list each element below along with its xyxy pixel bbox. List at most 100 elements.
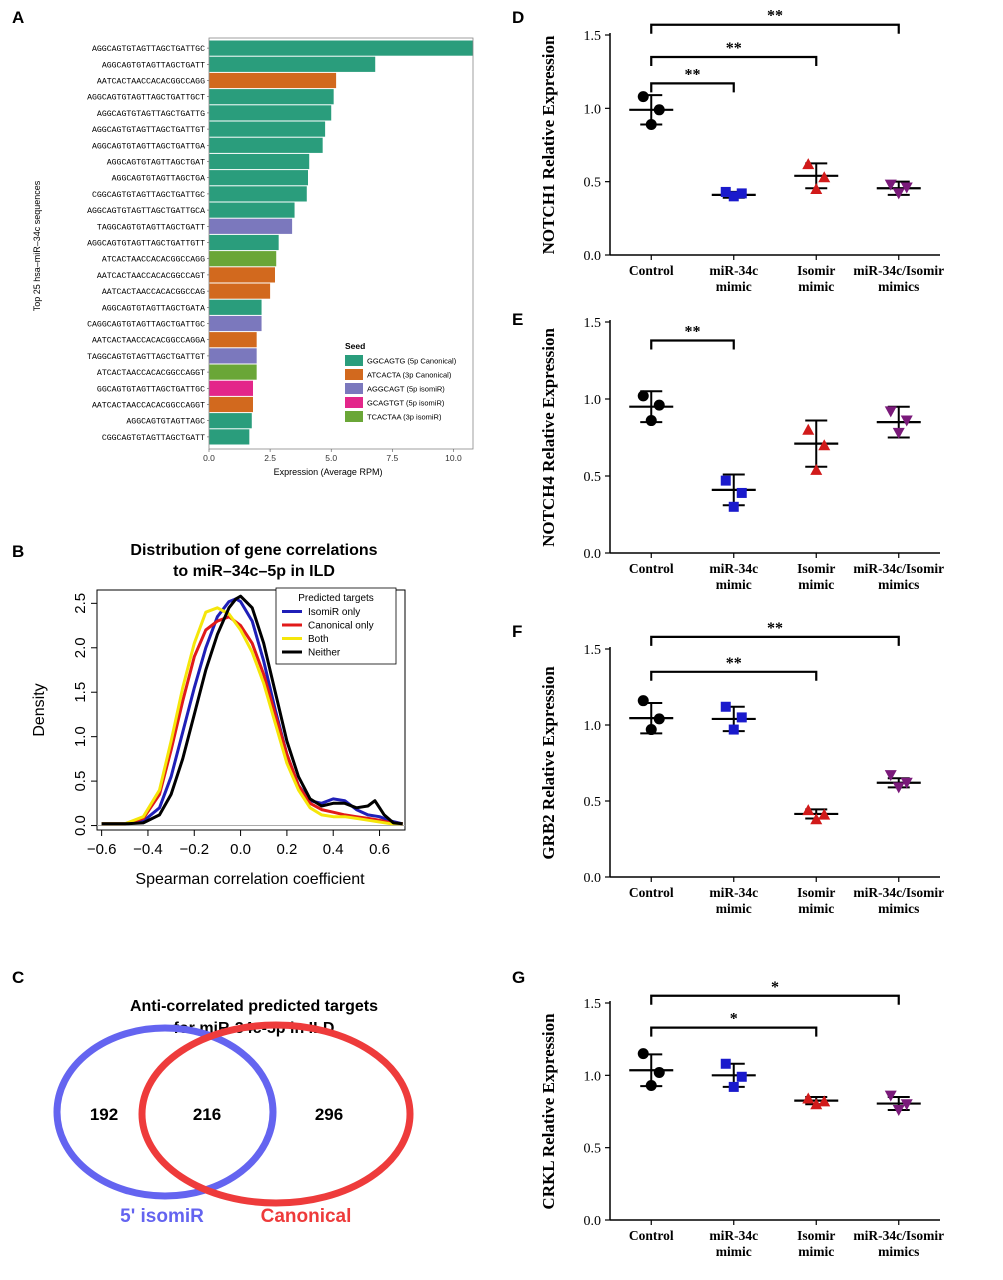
- x-tick-label: mimic: [716, 1244, 752, 1259]
- bar: [209, 413, 252, 429]
- data-point: [892, 1105, 905, 1117]
- significance-label: **: [685, 323, 701, 340]
- data-point: [810, 463, 823, 475]
- y-tick-label: 0.5: [584, 470, 602, 485]
- bar: [209, 89, 334, 105]
- bar: [209, 396, 253, 413]
- data-point: [728, 501, 739, 512]
- legend-swatch: [345, 369, 363, 380]
- data-point: [736, 712, 747, 723]
- y-tick-label: 0.0: [584, 249, 602, 264]
- y-tick-label: 1.5: [584, 29, 602, 44]
- x-tick-label: Isomir: [797, 263, 835, 278]
- x-tick-label: Control: [629, 885, 674, 900]
- y-tick-label: 0.5: [584, 1142, 602, 1157]
- sequence-label: AATCACTAACCACACGGCCAGGT: [92, 402, 205, 411]
- x-tick-label: mimic: [798, 279, 834, 294]
- x-tick-label: Isomir: [797, 561, 835, 576]
- bar: [209, 267, 275, 283]
- legend-label: Neither: [308, 648, 341, 659]
- x-tick-label: mimic: [716, 279, 752, 294]
- bar: [209, 315, 262, 332]
- x-tick-label: mimic: [716, 901, 752, 916]
- data-point: [884, 179, 897, 191]
- y-tick-label: 0.0: [584, 871, 602, 886]
- chart-b-title-line2: to miR–34c–5p in ILD: [173, 563, 335, 580]
- bar: [209, 251, 277, 267]
- x-tick-label: 7.5: [386, 453, 398, 463]
- bar: [209, 170, 308, 186]
- x-tick-label: mimic: [798, 901, 834, 916]
- y-tick-label: 1.0: [584, 393, 602, 408]
- venn-isomir-label: 5' isomiR: [120, 1206, 204, 1227]
- bar: [209, 105, 332, 121]
- significance-bracket: [650, 670, 818, 681]
- significance-label: **: [726, 655, 742, 672]
- data-point: [637, 390, 649, 402]
- x-tick-label: 0.0: [230, 841, 251, 858]
- chart-f-grb2: 0.0 0.5 1.0 1.5 GRB2 Relative Expression Cont…: [539, 620, 944, 916]
- significance-bracket: [650, 55, 818, 66]
- legend-label: ATCACTA (3p Canonical): [367, 371, 452, 380]
- x-tick-label: 5.0: [325, 453, 337, 463]
- chart-a-sequence-labels: AGGCAGTGTAGTTAGCTGATTGCAGGCAGTGTAGTTAGCT…: [87, 45, 205, 443]
- chart-a-plot-frame: [208, 37, 474, 450]
- sequence-label: AGGCAGTGTAGTTAGCTGATTGT: [92, 126, 205, 135]
- legend-label: Canonical only: [308, 621, 374, 632]
- density-line: [101, 606, 403, 826]
- x-tick-label: miR-34c: [709, 561, 758, 576]
- data-point: [810, 1098, 823, 1110]
- legend-label: AGGCAGT (5p isomiR): [367, 385, 445, 394]
- sequence-label: AGGCAGTGTAGTTAGCTGATTGA: [92, 142, 205, 151]
- bar: [209, 56, 376, 72]
- legend-label: Both: [308, 634, 329, 645]
- data-point: [637, 91, 649, 103]
- data-point: [645, 724, 657, 736]
- y-tick-label: 1.5: [584, 643, 602, 658]
- legend-swatch: [345, 411, 363, 422]
- sequence-label: GGCAGTGTAGTTAGCTGATTGC: [97, 385, 205, 394]
- chart-b-title-line1: Distribution of gene correlations: [130, 542, 377, 559]
- y-tick-label: 0.5: [584, 795, 602, 810]
- data-point: [802, 1092, 815, 1104]
- significance-bracket: [650, 82, 735, 93]
- chart-a-x-axis: 0.0 2.5 5.0 7.5 10.0: [203, 37, 474, 463]
- y-tick-label: 1.0: [72, 726, 89, 747]
- chart-d-notch1: 0.0 0.5 1.0 1.5 NOTCH1 Relative Expression Co…: [539, 8, 944, 294]
- x-tick-label: −0.2: [179, 841, 209, 858]
- y-tick-label: 0.5: [584, 176, 602, 191]
- x-tick-label: 0.0: [203, 453, 215, 463]
- x-tick-label: 10.0: [445, 453, 462, 463]
- x-tick-label: miR-34c/Isomir: [853, 1228, 944, 1243]
- x-tick-label: mimics: [878, 901, 919, 916]
- y-tick-label: 0.5: [72, 771, 89, 792]
- y-tick-label: 1.5: [584, 316, 602, 331]
- sequence-label: AGGCAGTGTAGTTAGCTGATT: [102, 61, 205, 70]
- data-point: [818, 171, 831, 183]
- sequence-label: AATCACTAACCACACGGCCAGG: [97, 78, 205, 87]
- x-tick-label: mimics: [878, 1244, 919, 1259]
- y-tick-label: 1.0: [584, 1069, 602, 1084]
- x-tick-label: 0.2: [276, 841, 297, 858]
- data-point: [728, 191, 739, 202]
- x-tick-label: mimic: [716, 577, 752, 592]
- bar: [209, 40, 473, 56]
- data-point: [720, 475, 731, 486]
- data-point: [645, 118, 657, 130]
- data-point: [736, 188, 747, 199]
- x-tick-label: mimic: [798, 577, 834, 592]
- data-point: [818, 808, 831, 820]
- chart-b-plot: −0.6 −0.4 −0.2 0.0 0.2 0.4 0.6 0.0 0.5 1.0 1.5 2.0 2…: [72, 587, 406, 858]
- venn-canonical-only-count: 296: [315, 1105, 343, 1124]
- panel-label-c: C: [12, 968, 25, 987]
- y-axis-label: GRB2 Relative Expression: [539, 666, 558, 860]
- significance-label: *: [771, 979, 779, 996]
- x-tick-label: Control: [629, 561, 674, 576]
- significance-bracket: [650, 994, 900, 1005]
- legend-title: Seed: [345, 341, 365, 351]
- bar: [209, 299, 262, 315]
- data-point: [645, 1079, 657, 1091]
- x-tick-label: miR-34c/Isomir: [853, 885, 944, 900]
- panel-label-b: B: [12, 542, 25, 561]
- y-tick-label: 0.0: [584, 1214, 602, 1229]
